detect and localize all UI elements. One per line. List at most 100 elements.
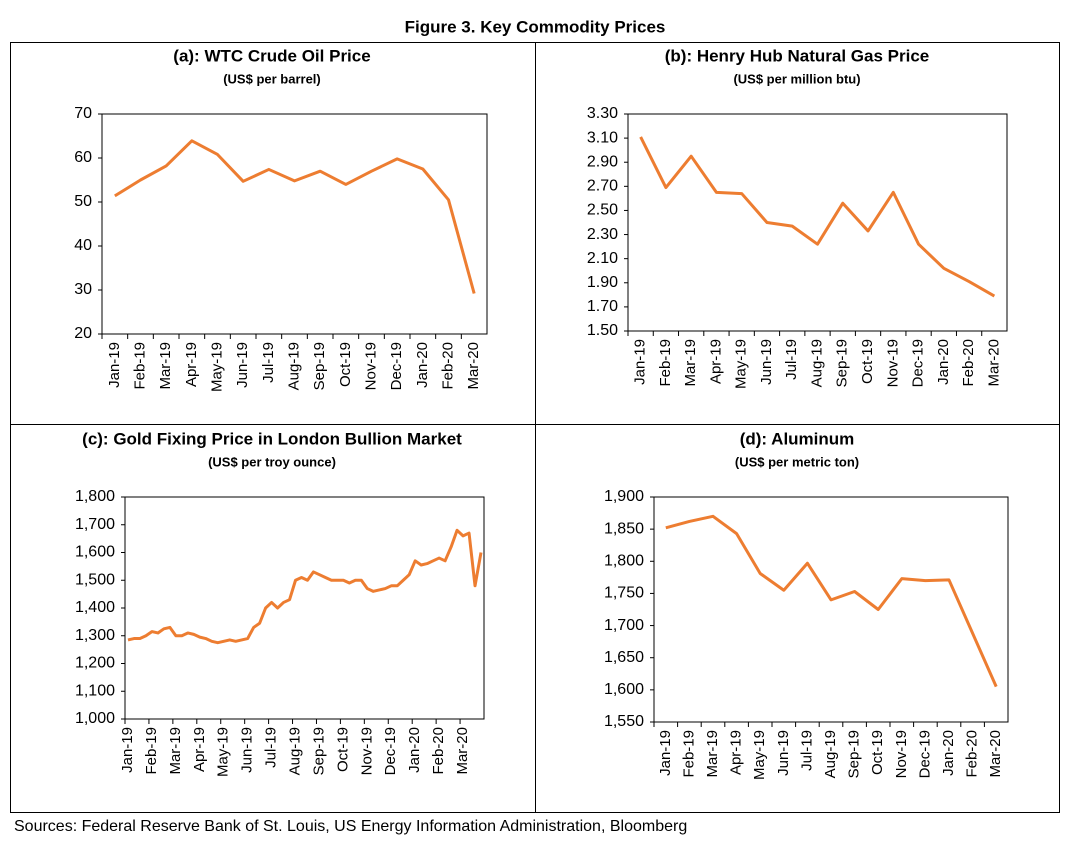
- x-tick-label: Mar-19: [167, 727, 184, 775]
- x-tick-label: Jan-19: [632, 339, 649, 385]
- x-tick-label: Mar-20: [985, 339, 1002, 387]
- x-tick-label: Dec-19: [916, 730, 933, 778]
- x-tick-label: Jan-19: [106, 342, 123, 388]
- y-tick-label: 30: [74, 281, 92, 298]
- x-tick-label: Mar-19: [157, 342, 174, 390]
- x-tick-label: Sep-19: [310, 727, 327, 775]
- x-tick-label: Sep-19: [311, 342, 328, 390]
- y-tick-label: 1,300: [75, 627, 115, 644]
- y-tick-label: 1,850: [604, 520, 644, 537]
- y-tick-label: 1,750: [604, 585, 644, 602]
- y-tick-label: 70: [74, 105, 92, 122]
- x-tick-label: Dec-19: [382, 727, 399, 775]
- x-tick-label: Jan-20: [406, 727, 423, 773]
- chart-subtitle: (US$ per metric ton): [735, 454, 859, 469]
- y-tick-label: 1,800: [604, 553, 644, 570]
- y-tick-label: 2.90: [587, 153, 618, 170]
- x-tick-label: Jun-19: [239, 727, 256, 773]
- y-tick-label: 1,000: [75, 710, 115, 727]
- x-tick-label: Feb-19: [131, 342, 148, 390]
- x-tick-label: Jan-20: [940, 730, 957, 776]
- y-tick-label: 1,700: [604, 617, 644, 634]
- x-tick-label: Feb-20: [439, 342, 456, 390]
- x-tick-label: Jan-19: [119, 727, 136, 773]
- x-tick-label: Feb-19: [680, 730, 697, 778]
- x-tick-label: Jan-19: [657, 730, 674, 776]
- x-tick-label: Apr-19: [183, 342, 200, 387]
- price-line: [665, 514, 998, 688]
- chart-title: (b): Henry Hub Natural Gas Price: [665, 46, 930, 65]
- x-tick-label: Apr-19: [191, 727, 208, 772]
- x-tick-label: Jul-19: [260, 342, 277, 383]
- x-tick-label: Feb-20: [964, 730, 981, 778]
- price-line: [127, 528, 483, 645]
- x-tick-label: Feb-19: [143, 727, 160, 775]
- y-tick-label: 3.10: [587, 129, 618, 146]
- x-tick-label: Jun-19: [758, 339, 775, 385]
- source-note: Sources: Federal Reserve Bank of St. Lou…: [14, 818, 687, 835]
- x-tick-label: Dec-19: [910, 339, 927, 387]
- y-tick-label: 2.50: [587, 202, 618, 219]
- y-tick-label: 1,500: [75, 571, 115, 588]
- x-tick-label: Nov-19: [893, 730, 910, 778]
- y-tick-label: 1,550: [604, 713, 644, 730]
- x-tick-label: Jul-19: [783, 339, 800, 380]
- x-tick-label: May-19: [215, 727, 232, 777]
- x-tick-label: Feb-19: [657, 339, 674, 387]
- chart-title: (c): Gold Fixing Price in London Bullion…: [82, 429, 462, 448]
- x-tick-label: Mar-20: [987, 730, 1004, 778]
- x-tick-label: May-19: [751, 730, 768, 780]
- x-tick-label: Aug-19: [286, 727, 303, 775]
- x-tick-label: Feb-20: [430, 727, 447, 775]
- chart-subtitle: (US$ per million btu): [733, 71, 860, 86]
- x-tick-label: Oct-19: [859, 339, 876, 384]
- figure-title: Figure 3. Key Commodity Prices: [405, 17, 666, 36]
- y-tick-label: 1,600: [75, 544, 115, 561]
- y-tick-label: 1,650: [604, 649, 644, 666]
- x-tick-label: Nov-19: [884, 339, 901, 387]
- chart-title: (d): Aluminum: [740, 429, 855, 448]
- x-tick-label: Jun-19: [775, 730, 792, 776]
- x-tick-label: Dec-19: [388, 342, 405, 390]
- y-tick-label: 1.90: [587, 274, 618, 291]
- y-tick-label: 60: [74, 149, 92, 166]
- x-tick-label: May-19: [733, 339, 750, 389]
- x-tick-label: Mar-20: [465, 342, 482, 390]
- x-tick-label: Mar-19: [682, 339, 699, 387]
- x-tick-label: Apr-19: [728, 730, 745, 775]
- y-tick-label: 1,900: [604, 488, 644, 505]
- y-tick-label: 40: [74, 237, 92, 254]
- y-tick-label: 2.10: [587, 250, 618, 267]
- price-line: [639, 136, 996, 298]
- x-tick-label: May-19: [208, 342, 225, 392]
- x-tick-label: Jan-20: [935, 339, 952, 385]
- y-tick-label: 1,700: [75, 516, 115, 533]
- chart-subtitle: (US$ per troy ounce): [208, 454, 336, 469]
- x-tick-label: Nov-19: [362, 342, 379, 390]
- plot-frame: [124, 496, 485, 720]
- x-tick-label: Jul-19: [263, 727, 280, 768]
- x-tick-label: Jun-19: [234, 342, 251, 388]
- x-tick-label: Sep-19: [846, 730, 863, 778]
- x-tick-label: Oct-19: [334, 727, 351, 772]
- y-tick-label: 2.70: [587, 178, 618, 195]
- x-tick-label: Feb-20: [960, 339, 977, 387]
- plot-frame: [627, 113, 1008, 332]
- x-tick-label: Aug-19: [285, 342, 302, 390]
- price-line: [114, 139, 476, 294]
- y-tick-label: 1.70: [587, 298, 618, 315]
- x-tick-label: Oct-19: [869, 730, 886, 775]
- x-tick-label: Apr-19: [707, 339, 724, 384]
- y-tick-label: 50: [74, 193, 92, 210]
- chart-subtitle: (US$ per barrel): [223, 71, 321, 86]
- y-tick-label: 1,200: [75, 655, 115, 672]
- y-tick-label: 1,800: [75, 488, 115, 505]
- plot-frame: [101, 113, 488, 335]
- y-tick-label: 1,100: [75, 682, 115, 699]
- x-tick-label: Mar-20: [454, 727, 471, 775]
- x-tick-label: Oct-19: [337, 342, 354, 387]
- y-tick-label: 2.30: [587, 226, 618, 243]
- y-tick-label: 3.30: [587, 105, 618, 122]
- y-tick-label: 1,600: [604, 681, 644, 698]
